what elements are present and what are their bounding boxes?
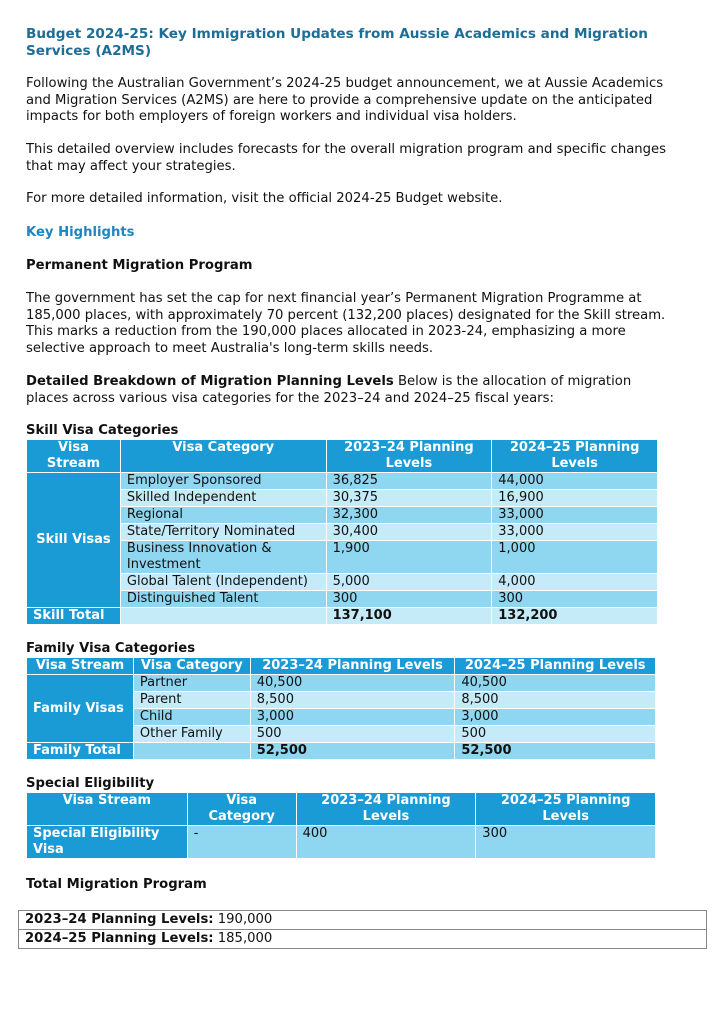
cell: 8,500: [249, 691, 456, 709]
cell: 52,500: [454, 742, 656, 760]
cell: 300: [475, 825, 656, 859]
stream-cell: Skill Visas: [26, 472, 121, 608]
cell: 40,500: [249, 674, 456, 692]
col-header: 2024–25 Planning Levels: [491, 439, 658, 473]
pmp-heading: Permanent Migration Program: [26, 258, 253, 273]
total-row: 2024–25 Planning Levels: 185,000: [19, 929, 706, 948]
special-heading: Special Eligibility: [26, 776, 155, 791]
cell: 3,000: [454, 708, 656, 726]
total-row: 2023–24 Planning Levels: 190,000: [19, 911, 706, 929]
cell: 52,500: [249, 742, 456, 760]
col-header: Visa Stream: [26, 439, 121, 473]
cell: 33,000: [491, 506, 658, 524]
table-row: Special Eligibility Visa -400 300: [26, 825, 656, 859]
cell: Global Talent (Independent): [119, 573, 327, 591]
stream-cell: Family Visas: [26, 674, 134, 743]
cell: 132,200: [491, 607, 658, 625]
page-title: Budget 2024-25: Key Immigration Updates …: [26, 26, 648, 59]
col-header: 2023–24 Planning Levels: [325, 439, 493, 473]
skill-table: Visa Stream Visa Category 2023–24 Planning…: [26, 439, 658, 625]
overview-paragraph: This detailed overview includes forecast…: [26, 142, 666, 174]
cell: Partner: [132, 674, 251, 692]
total-value: 185,000: [213, 931, 273, 946]
col-header: Visa Category: [132, 657, 251, 675]
special-table: Visa Stream Visa Category 2023–24 Planning…: [26, 792, 656, 859]
total-label: 2023–24 Planning Levels:: [25, 912, 214, 927]
total-label: Family Total: [26, 742, 134, 760]
col-header: Visa Stream: [26, 657, 134, 675]
cell: 36,825: [325, 472, 493, 490]
cell: 44,000: [491, 472, 658, 490]
total-value: 190,000: [213, 912, 273, 927]
table-row: Distinguished Talent 300 300: [27, 590, 658, 608]
total-box: 2023–24 Planning Levels: 190,000 2024–25…: [18, 910, 707, 949]
cell: 30,400: [325, 523, 493, 541]
cell: 4,000: [491, 573, 658, 591]
family-heading: Family Visa Categories: [26, 641, 196, 656]
total-row: Skill Total 137,100 132,200: [26, 607, 658, 625]
cell: 500: [249, 725, 456, 743]
cell: 300: [491, 590, 658, 608]
table-row: Regional 32,300 33,000: [27, 506, 658, 524]
cell: 33,000: [491, 523, 658, 541]
table-row: Global Talent (Independent) 5,000 4,000: [27, 573, 658, 591]
cell: Regional: [119, 506, 327, 524]
total-label: Skill Total: [26, 607, 121, 625]
family-table: Visa Stream Visa Category 2023–24 Planning…: [26, 657, 656, 760]
cell: 32,300: [325, 506, 493, 524]
total-heading: Total Migration Program: [26, 877, 207, 892]
cell: Parent: [132, 691, 251, 709]
col-header: 2024–25 Planning Levels: [475, 792, 656, 826]
pmp-paragraph: The government has set the cap for next …: [26, 291, 666, 356]
cell: Employer Sponsored: [119, 472, 327, 490]
cell: Skilled Independent: [119, 489, 327, 507]
table-row: Skilled Independent 30,375 16,900: [27, 489, 658, 507]
cell: Other Family: [132, 725, 251, 743]
cell: [132, 742, 251, 760]
table-row: Skill Visas Employer Sponsored 36,825 44,00…: [26, 472, 658, 608]
key-highlights-heading: Key Highlights: [26, 225, 135, 240]
total-label: 2024–25 Planning Levels:: [25, 931, 214, 946]
col-header: Visa Category: [186, 792, 297, 826]
table-row: Business Innovation & Investment 1,900 1,0…: [27, 540, 658, 574]
more-info-paragraph: For more detailed information, visit the…: [26, 191, 503, 206]
cell: 30,375: [325, 489, 493, 507]
breakdown-paragraph: Detailed Breakdown of Migration Planning…: [26, 374, 676, 407]
cell: 1,000: [491, 540, 658, 574]
cell: 500: [454, 725, 656, 743]
cell: State/Territory Nominated: [119, 523, 327, 541]
cell: 400: [295, 825, 477, 859]
table-row: Parent 8,500 8,500: [27, 691, 656, 709]
cell: -: [186, 825, 297, 859]
table-row: Child 3,000 3,000: [27, 708, 656, 726]
cell: 3,000: [249, 708, 456, 726]
stream-cell: Special Eligibility Visa: [26, 825, 188, 859]
col-header: Visa Category: [119, 439, 327, 473]
cell: 137,100: [325, 607, 493, 625]
table-row: Family Visas Partner 40,500 40,500: [26, 674, 656, 743]
cell: Business Innovation & Investment: [119, 540, 327, 574]
col-header: Visa Stream: [26, 792, 188, 826]
cell: Distinguished Talent: [119, 590, 327, 608]
cell: Child: [132, 708, 251, 726]
cell: 40,500: [454, 674, 656, 692]
intro-paragraph: Following the Australian Government’s 20…: [26, 76, 664, 124]
cell: 1,900: [325, 540, 493, 574]
col-header: 2024–25 Planning Levels: [454, 657, 656, 675]
total-row: Family Total 52,500 52,500: [26, 742, 656, 760]
cell: 300: [325, 590, 493, 608]
cell: 16,900: [491, 489, 658, 507]
cell: 5,000: [325, 573, 493, 591]
breakdown-text: Below is the allocation of migration pla…: [26, 374, 632, 406]
cell: [119, 607, 327, 625]
skill-heading: Skill Visa Categories: [26, 423, 179, 438]
col-header: 2023–24 Planning Levels: [295, 792, 477, 826]
col-header: 2023–24 Planning Levels: [249, 657, 456, 675]
cell: 8,500: [454, 691, 656, 709]
table-row: Other Family 500 500: [27, 725, 656, 743]
breakdown-title: Detailed Breakdown of Migration Planning…: [26, 374, 394, 389]
table-row: State/Territory Nominated 30,400 33,000: [27, 523, 658, 541]
